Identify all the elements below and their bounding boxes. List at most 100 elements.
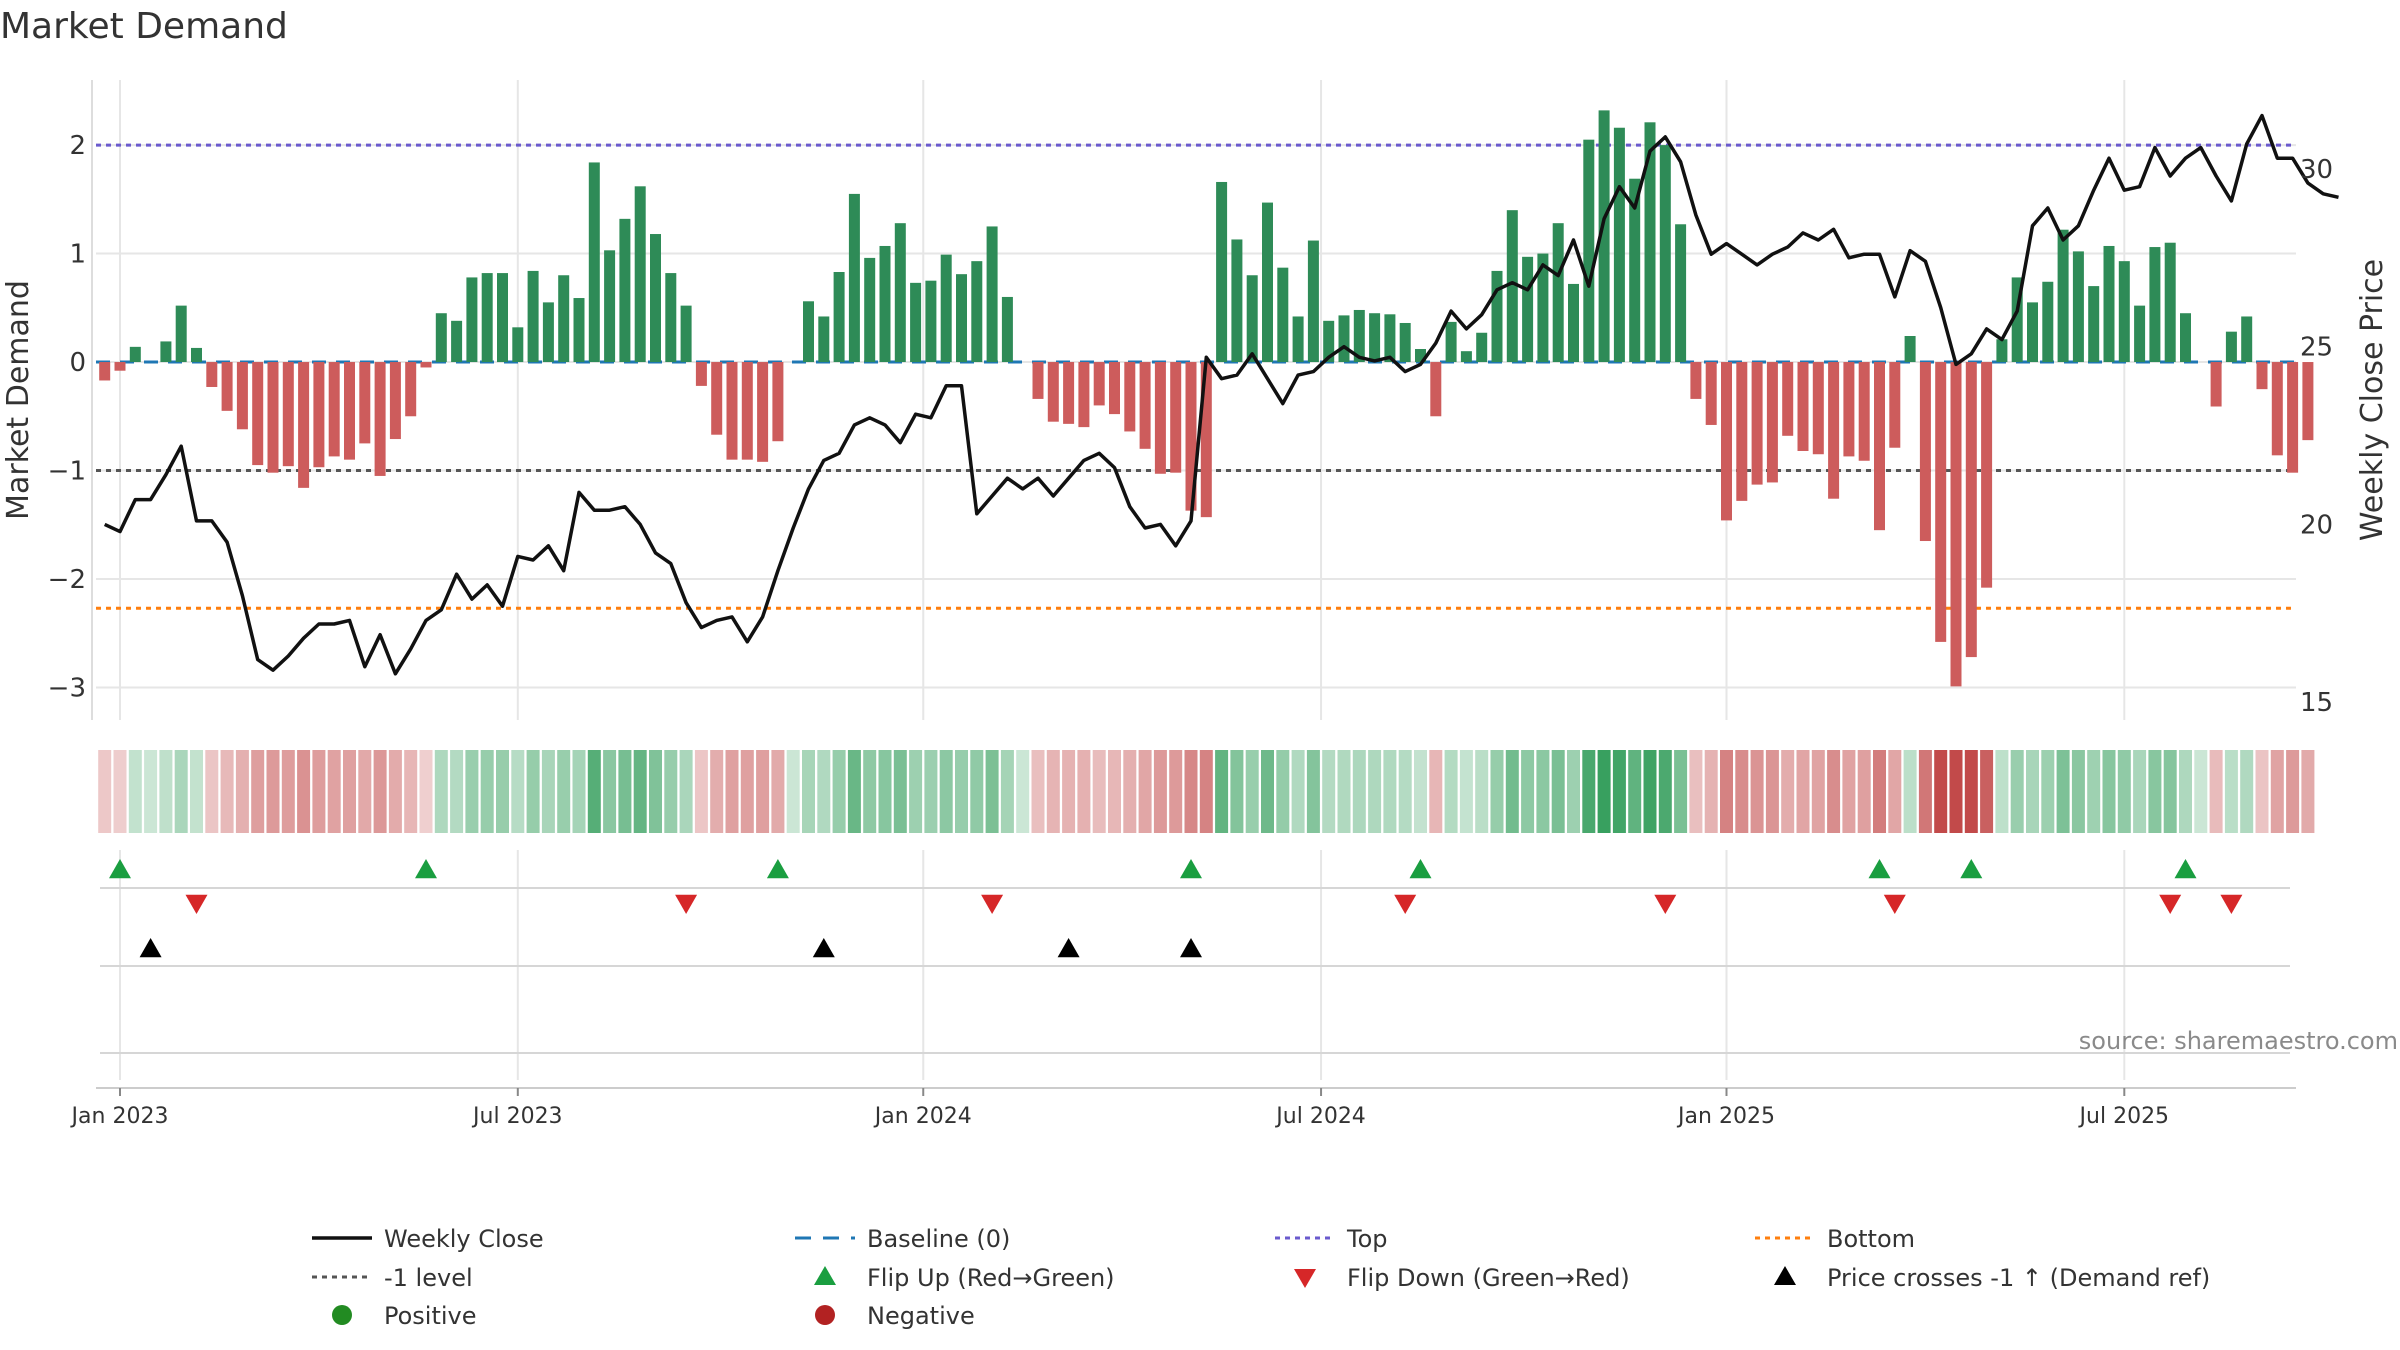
positive-bar	[864, 257, 876, 363]
strip-cell-negative	[2255, 750, 2269, 833]
positive-bar	[1292, 316, 1304, 363]
strip-cell-positive	[2133, 750, 2147, 833]
ytick-right-label: 25	[2300, 333, 2333, 363]
positive-bar	[160, 341, 172, 363]
negative-bar	[1139, 362, 1151, 449]
negative-bar	[1766, 362, 1778, 483]
strip-cell-negative	[220, 750, 234, 833]
flip-down-marker	[2220, 894, 2243, 914]
strip-cell-negative	[710, 750, 724, 833]
positive-bar	[1384, 314, 1396, 363]
strip-cell-positive	[2010, 750, 2024, 833]
flip-down-marker	[185, 894, 208, 914]
strip-cell-positive	[633, 750, 647, 833]
x-tick-label: Jul 2023	[471, 1104, 563, 1129]
demand-bars	[99, 110, 2314, 687]
positive-bar	[1644, 122, 1656, 363]
negative-bar	[328, 362, 340, 457]
negative-bar	[1950, 362, 1962, 687]
strip-cell-positive	[2102, 750, 2116, 833]
strip-cell-negative	[1827, 750, 1841, 833]
strip-cell-positive	[909, 750, 923, 833]
ytick-left-label: −3	[48, 673, 86, 703]
positive-bar	[1675, 224, 1687, 363]
ytick-left-label: 0	[69, 348, 86, 378]
legend-label: Weekly Close	[384, 1225, 544, 1253]
ytick-left-label: −2	[48, 565, 86, 595]
strip-cell-negative	[1689, 750, 1703, 833]
strip-cell-positive	[1475, 750, 1489, 833]
strip-cell-positive	[1261, 750, 1274, 833]
positive-bar	[940, 254, 952, 363]
strip-cell-positive	[1658, 750, 1672, 833]
flip-up-marker	[766, 859, 789, 879]
positive-bar	[619, 218, 631, 363]
positive-bar	[650, 234, 661, 363]
ytick-right-label: 30	[2300, 155, 2333, 185]
strip-cell-negative	[297, 750, 311, 833]
positive-bar	[2088, 286, 2100, 363]
strip-cell-positive	[1306, 750, 1320, 833]
strip-cell-positive	[1674, 750, 1688, 833]
positive-bar	[558, 275, 570, 363]
positive-bar	[1353, 309, 1365, 363]
strip-cell-positive	[1536, 750, 1550, 833]
strip-cell-positive	[1383, 750, 1397, 833]
strip-cell-negative	[1123, 750, 1137, 833]
negative-bar	[389, 362, 401, 440]
strip-cell-negative	[1811, 750, 1825, 833]
strip-cell-negative	[1184, 750, 1198, 833]
strip-cell-negative	[419, 750, 433, 833]
strip-cell-negative	[1108, 750, 1121, 833]
strip-cell-negative	[1704, 750, 1718, 833]
negative-bar	[1874, 362, 1885, 531]
legend-label: Flip Up (Red→Green)	[867, 1264, 1115, 1292]
positive-bar	[1445, 321, 1457, 363]
strip-cell-negative	[373, 750, 387, 833]
strip-cell-positive	[190, 750, 203, 833]
strip-cell-negative	[1153, 750, 1167, 833]
negative-bar	[1124, 362, 1136, 432]
strip-cell-positive	[526, 750, 540, 833]
flip-down-marker	[2159, 894, 2182, 914]
negative-bar	[344, 362, 355, 460]
legend-item-flip_down: Flip Down (Green→Red)	[1294, 1264, 1630, 1292]
strip-cell-positive	[1903, 750, 1917, 833]
negative-bar	[1690, 362, 1702, 399]
strip-cell-positive	[1643, 750, 1657, 833]
negative-bar	[1858, 362, 1870, 461]
negative-bar	[1200, 362, 1212, 518]
positive-bar	[1415, 349, 1426, 363]
negative-bar	[1981, 362, 1993, 588]
strip-cell-negative	[1964, 750, 1978, 833]
positive-bar	[1323, 320, 1335, 363]
positive-bar	[481, 273, 493, 363]
flip-down-marker	[1883, 894, 1906, 914]
negative-bar	[1078, 362, 1090, 428]
positive-bar	[1629, 178, 1641, 363]
negative-bar	[1032, 362, 1044, 399]
strip-cell-negative	[1092, 750, 1106, 833]
positive-bar	[2057, 229, 2069, 363]
negative-bar	[2287, 362, 2299, 473]
positive-bar	[2027, 302, 2038, 363]
strip-cell-positive	[1276, 750, 1290, 833]
negative-bar	[757, 362, 769, 462]
negative-bar	[359, 362, 371, 444]
strip-cell-positive	[878, 750, 892, 833]
strip-cell-negative	[771, 750, 785, 833]
event-markers	[100, 859, 2290, 1054]
strip-cell-negative	[404, 750, 418, 833]
strip-cell-positive	[465, 750, 479, 833]
strip-cell-positive	[1398, 750, 1412, 833]
strip-cell-negative	[1949, 750, 1963, 833]
ytick-right-label: 15	[2300, 688, 2333, 718]
strip-cell-negative	[1169, 750, 1183, 833]
strip-cell-positive	[2224, 750, 2238, 833]
strip-cell-positive	[1597, 750, 1611, 833]
strip-cell-negative	[1796, 750, 1810, 833]
strip-cell-positive	[2179, 750, 2192, 833]
positive-bar	[1246, 275, 1258, 363]
positive-bar	[1613, 127, 1625, 363]
negative-bar	[1430, 362, 1442, 417]
